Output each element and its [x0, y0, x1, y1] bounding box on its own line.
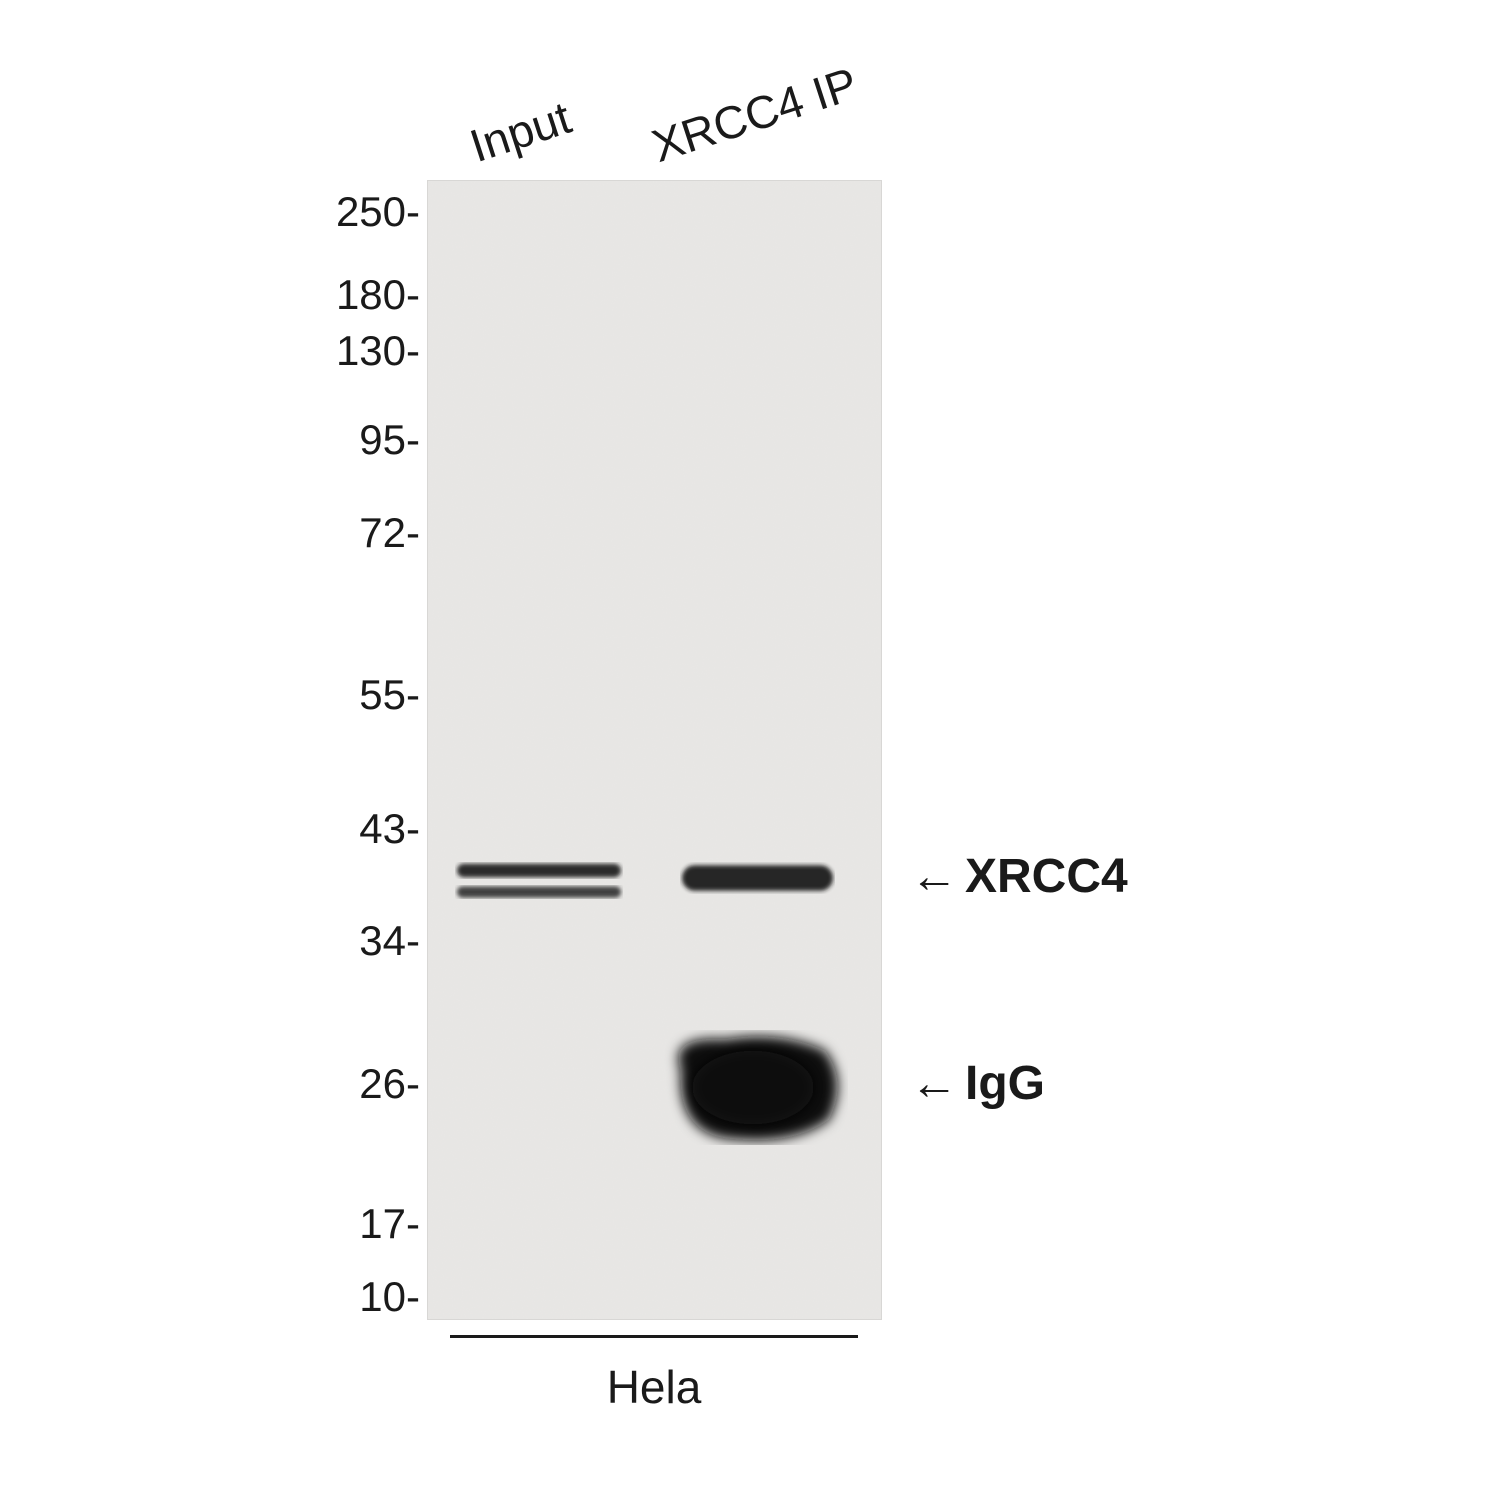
blot-membrane	[427, 180, 882, 1320]
mw-marker-130: 130-	[336, 327, 420, 375]
mw-marker-72: 72-	[359, 509, 420, 557]
lane-label-1: XRCC4 IP	[645, 56, 863, 173]
band-input-xrcc4-upper	[455, 862, 623, 879]
mw-marker-250: 250-	[336, 188, 420, 236]
mw-marker-43: 43-	[359, 805, 420, 853]
mw-marker-95: 95-	[359, 416, 420, 464]
band-label-xrcc4: XRCC4	[965, 849, 1128, 904]
western-blot-figure: 250- 180- 130- 95- 72- 55- 43- 34- 26- 17- 10- Inp…	[0, 0, 1500, 1500]
mw-marker-180: 180-	[336, 271, 420, 319]
lane-label-0: Input	[463, 90, 577, 173]
band-ip-xrcc4	[680, 862, 835, 894]
mw-marker-34: 34-	[359, 917, 420, 965]
mw-marker-10: 10-	[359, 1273, 420, 1321]
band-label-igg: IgG	[965, 1056, 1045, 1111]
arrow-xrcc4: ←	[910, 849, 958, 904]
sample-label: Hela	[574, 1360, 734, 1414]
mw-marker-26: 26-	[359, 1060, 420, 1108]
sample-bracket-line	[450, 1335, 858, 1338]
mw-marker-55: 55-	[359, 671, 420, 719]
mw-marker-17: 17-	[359, 1200, 420, 1248]
membrane-noise	[428, 181, 881, 1319]
band-input-xrcc4-lower	[455, 885, 623, 899]
arrow-igg: ←	[910, 1056, 958, 1111]
band-ip-igg	[658, 1030, 848, 1145]
